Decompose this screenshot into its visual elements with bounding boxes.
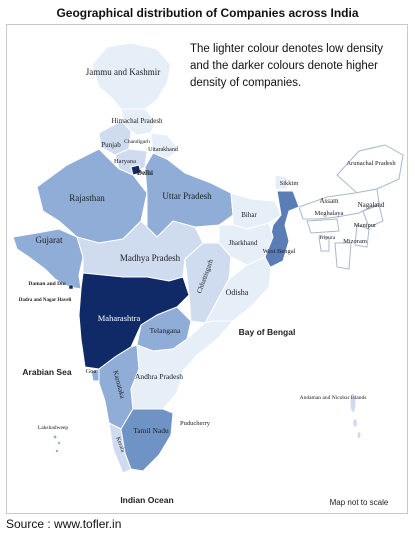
andaman-islet (353, 419, 357, 427)
label-nagaland: Nagaland (358, 201, 385, 209)
region-lakshadweep[interactable] (53, 435, 57, 439)
label-arunachal: Arunachal Pradesh (346, 160, 396, 167)
map-title: Geographical distribution of Companies a… (56, 6, 359, 20)
label-dnh: Dadra and Nagar Haveli (19, 298, 72, 303)
region-andaman-nicobar[interactable] (350, 394, 356, 412)
region-odisha[interactable] (204, 256, 272, 324)
legend-note: The lighter colour denotes low density a… (190, 43, 384, 89)
source-credit: Source : www.tofler.in (6, 517, 122, 531)
label-kerala: Kerala (114, 436, 125, 453)
label-mizoram: Mizoram (343, 238, 367, 245)
region-manipur[interactable] (354, 224, 370, 248)
region-delhi[interactable] (130, 164, 142, 176)
map-scale-note: Map not to scale (330, 498, 389, 507)
label-daman: Daman and Diu (28, 281, 65, 287)
label-tn: Tamil Nadu (133, 426, 169, 435)
label-haryana: Haryana (114, 158, 136, 165)
region-daman-diu[interactable] (68, 284, 74, 290)
region-assam[interactable] (298, 188, 380, 220)
label-telangana: Telangana (150, 326, 181, 335)
label-uttarakhand: Uttarakhand (148, 147, 178, 153)
label-chandigarh: Chandigarh (124, 139, 150, 145)
region-nagaland[interactable] (362, 204, 384, 228)
region-sikkim[interactable] (274, 174, 288, 190)
label-wb: West Bengal (263, 248, 296, 255)
region-jammu-kashmir[interactable] (91, 42, 172, 114)
label-odisha: Odisha (226, 288, 249, 297)
label-andaman: Andaman and Nicobar Islands (300, 395, 367, 401)
label-hp: Himachal Pradesh (111, 117, 163, 125)
region-tamil-nadu[interactable] (120, 408, 174, 472)
region-meghalaya[interactable] (306, 218, 340, 234)
label-maharashtra: Maharashtra (98, 313, 141, 323)
label-goa: Goa (86, 368, 97, 375)
label-bihar: Bihar (241, 211, 257, 219)
label-gujarat: Gujarat (36, 235, 63, 245)
region-tripura[interactable] (318, 236, 330, 252)
label-meghalaya: Meghalaya (315, 210, 344, 217)
label-lakshadweep: Lakshadweep (38, 425, 68, 431)
region-andhra-pradesh[interactable] (130, 320, 235, 410)
india-map: Jammu and Kashmir Himachal Pradesh Chand… (12, 42, 404, 507)
label-jk: Jammu and Kashmir (86, 67, 161, 77)
label-arabian-sea: Arabian Sea (22, 367, 71, 377)
label-mp: Madhya Pradesh (120, 253, 181, 263)
label-assam: Assam (319, 197, 339, 205)
lakshadweep-islet (57, 441, 61, 445)
label-ap: Andhra Pradesh (135, 372, 183, 381)
label-delhi: Delhi (137, 169, 153, 177)
label-rajasthan: Rajasthan (69, 193, 105, 203)
label-puducherry: Puducherry (180, 420, 211, 427)
label-sikkim: Sikkim (280, 180, 299, 187)
region-mizoram[interactable] (334, 242, 352, 270)
lakshadweep-islet (55, 449, 59, 453)
label-punjab: Punjab (101, 141, 121, 149)
label-manipur: Manipur (354, 222, 377, 229)
nicobar-islet (357, 432, 361, 438)
map-frame: Jammu and Kashmir Himachal Pradesh Chand… (6, 24, 408, 514)
label-jharkhand: Jharkhand (229, 239, 258, 247)
label-bay-of-bengal: Bay of Bengal (239, 327, 296, 337)
label-up: Uttar Pradesh (162, 191, 212, 201)
label-indian-ocean: Indian Ocean (120, 495, 173, 505)
label-tripura: Tripura (319, 235, 336, 241)
region-uttarakhand[interactable] (150, 132, 180, 160)
region-arunachal-pradesh[interactable] (336, 144, 404, 194)
